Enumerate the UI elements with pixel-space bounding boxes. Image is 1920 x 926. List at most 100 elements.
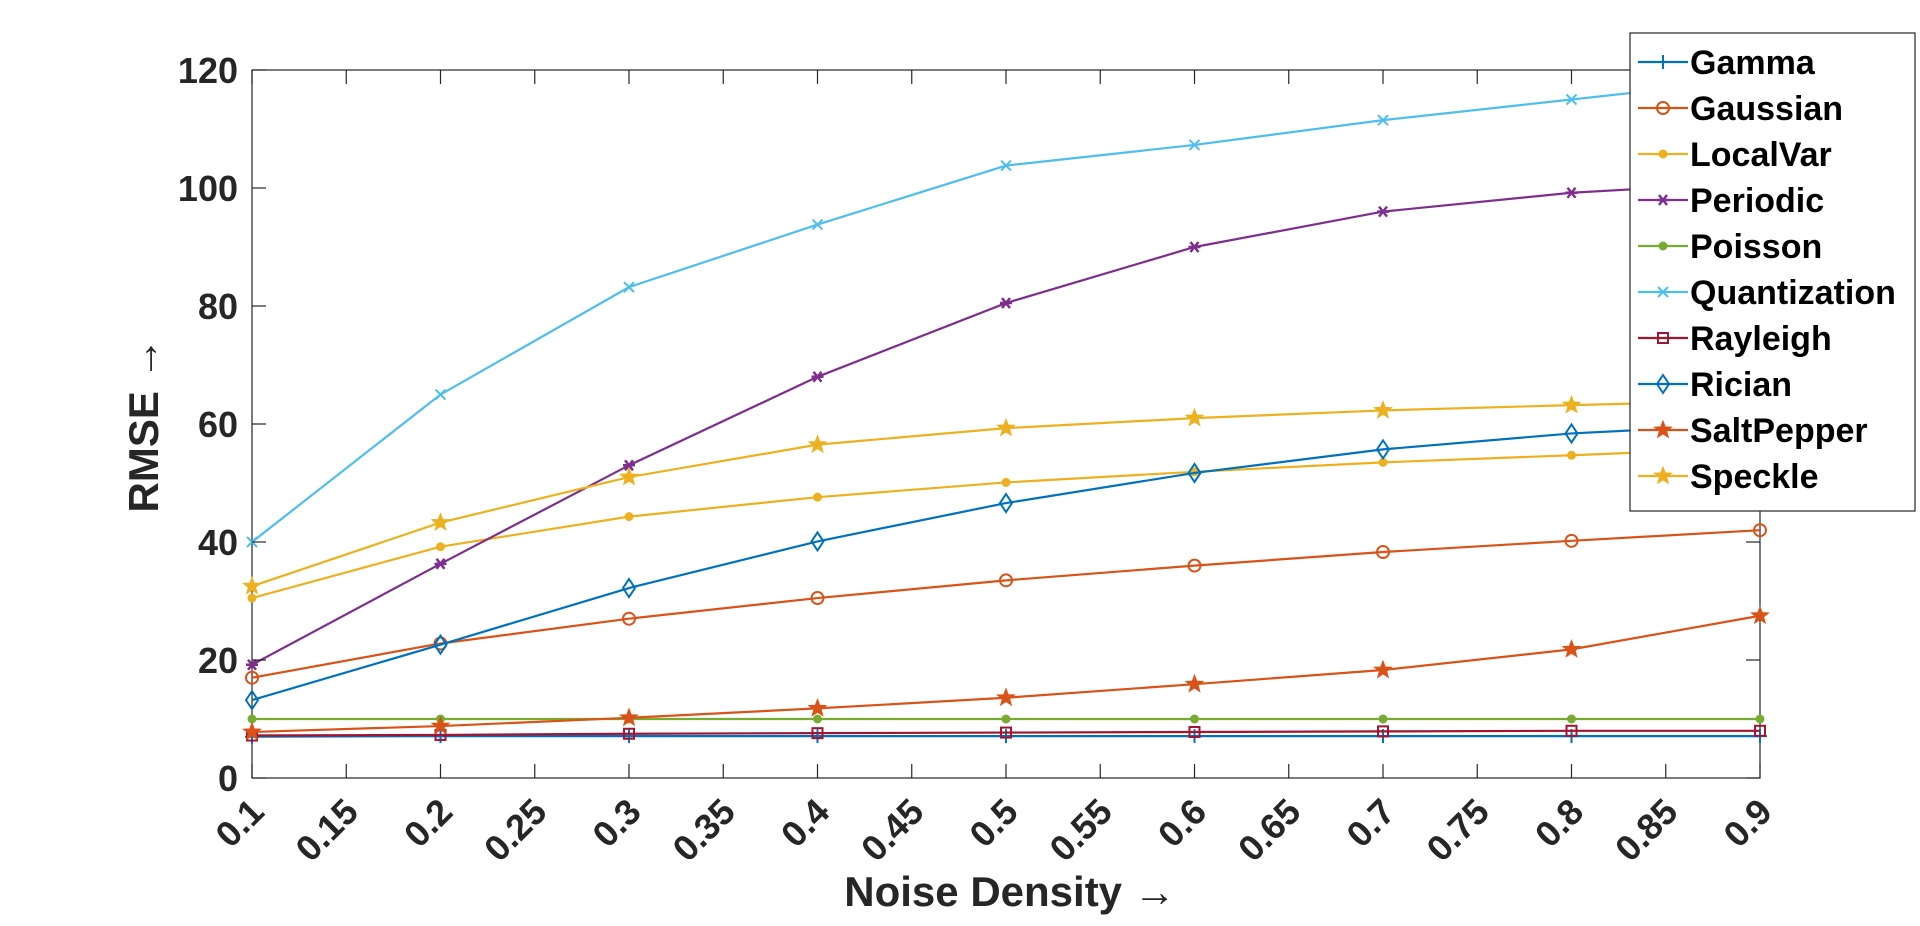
data-point-speckle — [1184, 407, 1205, 427]
legend-label-gaussian: Gaussian — [1690, 90, 1843, 128]
data-point-poisson — [1755, 714, 1765, 724]
data-point-gaussian — [622, 611, 636, 626]
data-point-speckle — [807, 434, 828, 454]
legend-marker-quantization — [1657, 286, 1669, 298]
legend-label-saltpepper: SaltPepper — [1690, 412, 1868, 450]
x-tick-label: 0.1 — [207, 791, 271, 855]
data-point-saltpepper — [1750, 605, 1770, 625]
legend-label-gamma: Gamma — [1690, 44, 1816, 82]
data-point-rician — [244, 689, 260, 711]
legend-marker-gamma — [1656, 55, 1670, 69]
data-point-speckle — [1561, 394, 1582, 414]
data-point-speckle — [430, 512, 451, 531]
data-point-periodic — [1377, 205, 1389, 218]
x-tick-label: 0.85 — [1607, 791, 1686, 870]
x-tick-label: 0.9 — [1715, 791, 1779, 855]
y-tick-label: 0 — [218, 758, 238, 799]
data-point-periodic — [623, 459, 635, 472]
data-point-localvar — [1001, 477, 1011, 487]
x-tick-label: 0.25 — [476, 791, 555, 870]
legend-label-periodic: Periodic — [1690, 182, 1824, 220]
data-point-quantization — [1000, 159, 1012, 172]
y-tick-label: 40 — [198, 522, 238, 563]
series-line-rician — [251, 422, 1761, 702]
data-point-rayleigh — [1188, 725, 1201, 738]
y-axis-label: RMSE → — [120, 337, 167, 512]
data-point-periodic — [434, 558, 447, 570]
data-point-gaussian — [1187, 558, 1202, 573]
data-point-rician — [1564, 422, 1579, 445]
data-point-saltpepper — [619, 707, 639, 727]
data-point-periodic — [246, 658, 258, 671]
data-point-poisson — [1190, 714, 1199, 724]
data-point-localvar — [436, 542, 445, 552]
legend-label-poisson: Poisson — [1690, 228, 1822, 266]
legend-item-poisson: Poisson — [1638, 228, 1822, 266]
series-line-gaussian — [251, 529, 1761, 679]
legend: Gamma Gaussian LocalVar Periodic Poisson Quan… — [1629, 32, 1916, 512]
data-point-rayleigh — [1377, 725, 1389, 738]
data-point-periodic — [1188, 241, 1201, 253]
data-point-speckle — [619, 466, 639, 486]
data-point-gaussian — [810, 591, 825, 606]
data-point-gaussian — [245, 670, 259, 685]
data-point-rician — [998, 492, 1014, 514]
data-point-saltpepper — [807, 697, 828, 717]
legend-marker-gaussian — [1656, 101, 1670, 115]
x-axis-label: Noise Density → — [844, 868, 1175, 915]
x-tick-label: 0.45 — [853, 791, 932, 870]
legend-item-rician: Rician — [1638, 366, 1792, 404]
legend-marker-localvar — [1658, 149, 1668, 159]
series-quantization — [246, 73, 1766, 548]
data-point-poisson — [813, 714, 822, 724]
legend-marker-rician — [1655, 373, 1671, 395]
legend-marker-poisson — [1658, 241, 1668, 251]
data-point-quantization — [1377, 114, 1389, 126]
y-tick-label: 100 — [178, 168, 238, 209]
data-point-saltpepper — [1373, 659, 1393, 679]
x-tick-label: 0.8 — [1527, 791, 1591, 855]
data-point-saltpepper — [430, 715, 451, 735]
legend-marker-periodic — [1657, 194, 1669, 206]
legend-label-localvar: LocalVar — [1690, 136, 1832, 174]
data-point-speckle — [996, 417, 1016, 437]
data-point-speckle — [1373, 400, 1393, 419]
legend-item-periodic: Periodic — [1638, 182, 1824, 220]
legend-item-gamma: Gamma — [1638, 44, 1816, 82]
legend-label-rayleigh: Rayleigh — [1690, 320, 1832, 358]
x-tick-label: 0.6 — [1150, 791, 1214, 855]
data-point-poisson — [247, 714, 257, 724]
legend-item-saltpepper: SaltPepper — [1638, 412, 1868, 450]
x-tick-label: 0.3 — [584, 791, 648, 855]
x-tick-label: 0.55 — [1041, 791, 1120, 870]
data-point-gaussian — [1753, 523, 1767, 538]
data-point-quantization — [623, 281, 635, 293]
x-tick-label: 0.2 — [396, 791, 460, 855]
x-tick-label: 0.5 — [961, 791, 1025, 855]
data-point-rayleigh — [811, 727, 824, 740]
legend-item-speckle: Speckle — [1638, 458, 1819, 496]
series-rayleigh — [246, 724, 1766, 742]
legend-item-quantization: Quantization — [1638, 274, 1896, 312]
data-point-saltpepper — [1561, 638, 1582, 658]
x-tick-label: 0.15 — [287, 791, 366, 870]
legend-box — [1629, 32, 1916, 512]
legend-item-localvar: LocalVar — [1638, 136, 1832, 174]
data-point-rician — [433, 633, 448, 656]
data-point-localvar — [1567, 450, 1576, 460]
data-point-gaussian — [1376, 545, 1390, 560]
data-point-poisson — [1001, 714, 1011, 724]
legend-marker-rayleigh — [1657, 332, 1669, 344]
series-periodic — [246, 176, 1766, 671]
series-line-rayleigh — [251, 729, 1760, 737]
x-tick-label: 0.65 — [1230, 791, 1309, 870]
data-point-gaussian — [999, 573, 1013, 588]
data-point-periodic — [811, 371, 824, 383]
legend-marker-speckle — [1653, 465, 1673, 485]
data-point-speckle — [242, 575, 262, 595]
data-point-quantization — [1188, 139, 1201, 151]
data-point-gaussian — [1564, 533, 1579, 548]
data-point-localvar — [813, 492, 822, 502]
data-point-rayleigh — [1754, 724, 1766, 737]
